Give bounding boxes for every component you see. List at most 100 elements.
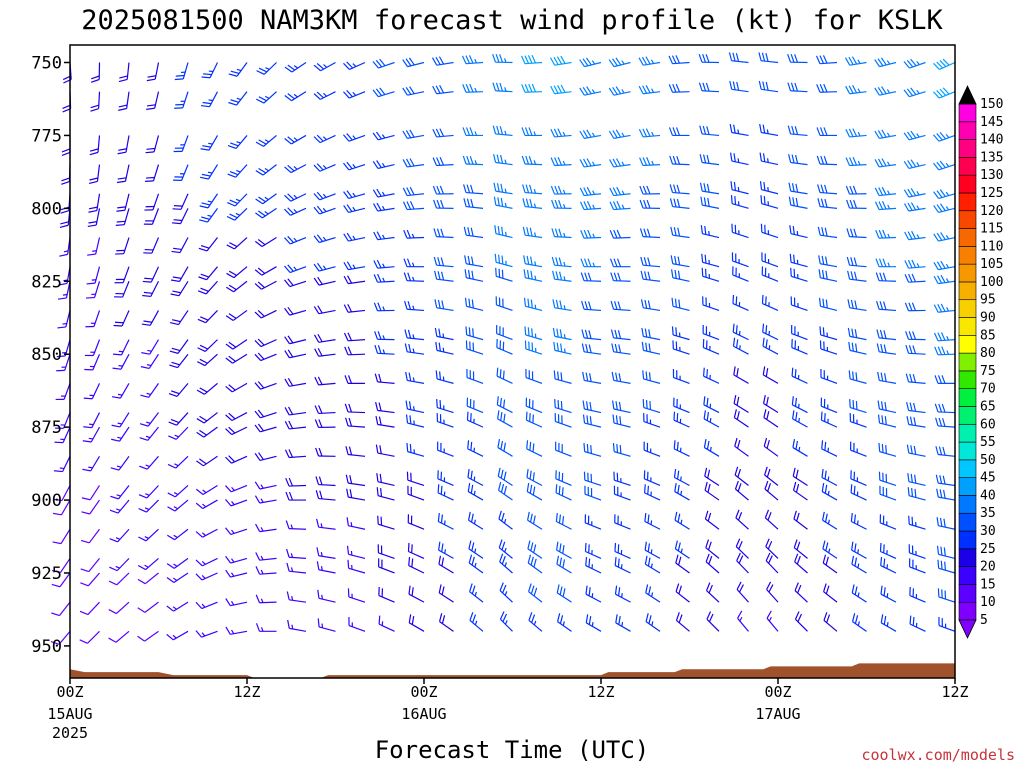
- wind-barb: [702, 324, 720, 341]
- wind-barb: [762, 337, 779, 355]
- wind-barb: [846, 228, 867, 239]
- wind-barb: [758, 80, 779, 93]
- wind-barb: [521, 155, 543, 166]
- wind-barb: [903, 130, 926, 141]
- wind-barb: [146, 91, 160, 110]
- wind-barb: [792, 439, 808, 457]
- wind-barb: [57, 310, 71, 329]
- colorbar-segment: [958, 139, 977, 158]
- wind-barb: [313, 234, 336, 244]
- wind-barb: [821, 483, 838, 501]
- wind-barb: [495, 296, 513, 312]
- wind-barb: [195, 499, 218, 510]
- colorbar-segment: [958, 174, 977, 194]
- wind-barb: [639, 199, 661, 209]
- colorbar-segment: [958, 477, 977, 496]
- y-tick-label: 925: [31, 564, 62, 584]
- wind-barb: [699, 125, 720, 137]
- wind-barb: [195, 557, 218, 567]
- colorbar-label: 150: [980, 97, 1003, 112]
- wind-barb: [225, 382, 248, 393]
- wind-barb: [144, 164, 160, 182]
- wind-barb: [759, 123, 779, 137]
- wind-barb: [466, 397, 484, 414]
- wind-barb: [402, 186, 425, 197]
- wind-barb: [581, 300, 602, 312]
- wind-barb: [638, 56, 661, 66]
- wind-barb: [141, 339, 160, 355]
- wind-barb: [344, 375, 365, 384]
- wind-barb: [254, 280, 277, 290]
- wind-barb: [53, 485, 71, 502]
- wind-barb: [284, 406, 307, 416]
- wind-barb: [580, 272, 602, 282]
- wind-barb: [462, 127, 483, 137]
- wind-barb: [908, 544, 926, 559]
- wind-barb: [847, 327, 867, 341]
- wind-barb: [225, 555, 248, 564]
- colorbar-segment: [958, 335, 977, 354]
- wind-barb: [377, 544, 395, 559]
- wind-barb: [846, 256, 867, 268]
- wind-barb: [610, 300, 631, 312]
- wind-barb: [549, 55, 572, 66]
- wind-barb: [730, 152, 749, 166]
- wind-barb: [195, 484, 218, 495]
- wind-barb: [794, 611, 808, 632]
- wind-barb: [494, 225, 513, 239]
- wind-barb: [763, 409, 779, 428]
- wind-barb: [498, 510, 513, 530]
- wind-barb: [643, 470, 661, 487]
- wind-barb: [645, 584, 661, 603]
- wind-barb: [402, 86, 425, 96]
- wind-barb: [819, 340, 838, 355]
- y-tick-label: 950: [31, 637, 62, 657]
- wind-barb: [552, 270, 572, 282]
- wind-barb: [314, 419, 336, 429]
- wind-barb: [61, 135, 71, 156]
- wind-barb: [641, 341, 661, 355]
- wind-barb: [255, 552, 277, 561]
- wind-barb: [438, 541, 454, 559]
- wind-barb: [464, 269, 484, 282]
- y-tick-label: 850: [31, 345, 62, 365]
- wind-barb: [314, 348, 336, 357]
- x-tick-label: 00Z: [56, 683, 83, 701]
- colorbar-label: 45: [980, 471, 996, 486]
- wind-barb: [255, 193, 277, 205]
- wind-barb: [609, 186, 631, 197]
- wind-barb: [285, 477, 307, 487]
- wind-barb: [433, 256, 454, 268]
- wind-barb: [343, 61, 366, 70]
- wind-barb: [699, 182, 720, 195]
- colorbar-segment: [958, 263, 977, 283]
- wind-barb: [108, 630, 130, 643]
- wind-barb: [51, 572, 71, 588]
- wind-barb: [938, 616, 956, 632]
- wind-barb: [787, 82, 808, 93]
- wind-barb: [402, 57, 425, 68]
- wind-barb: [790, 296, 808, 312]
- wind-barb: [225, 309, 248, 321]
- wind-barb: [225, 412, 248, 422]
- wind-barb: [171, 237, 189, 254]
- wind-barb: [670, 255, 690, 268]
- colorbar-label: 140: [980, 133, 1003, 148]
- wind-barb: [142, 281, 160, 298]
- wind-barb: [227, 135, 248, 150]
- wind-barb: [146, 62, 160, 82]
- wind-barb: [904, 259, 926, 269]
- wind-barb: [935, 446, 956, 457]
- wind-barb: [464, 297, 484, 312]
- wind-barb: [675, 554, 690, 574]
- wind-barb: [432, 185, 454, 195]
- wind-barb: [933, 189, 956, 200]
- wind-barb: [937, 559, 956, 574]
- wind-barb: [80, 572, 100, 587]
- wind-barb: [905, 344, 926, 355]
- wind-barb: [198, 237, 218, 252]
- wind-barb: [525, 397, 543, 414]
- wind-barb: [555, 512, 572, 530]
- colorbar-segment: [958, 281, 977, 301]
- colorbar-label: 90: [980, 311, 996, 326]
